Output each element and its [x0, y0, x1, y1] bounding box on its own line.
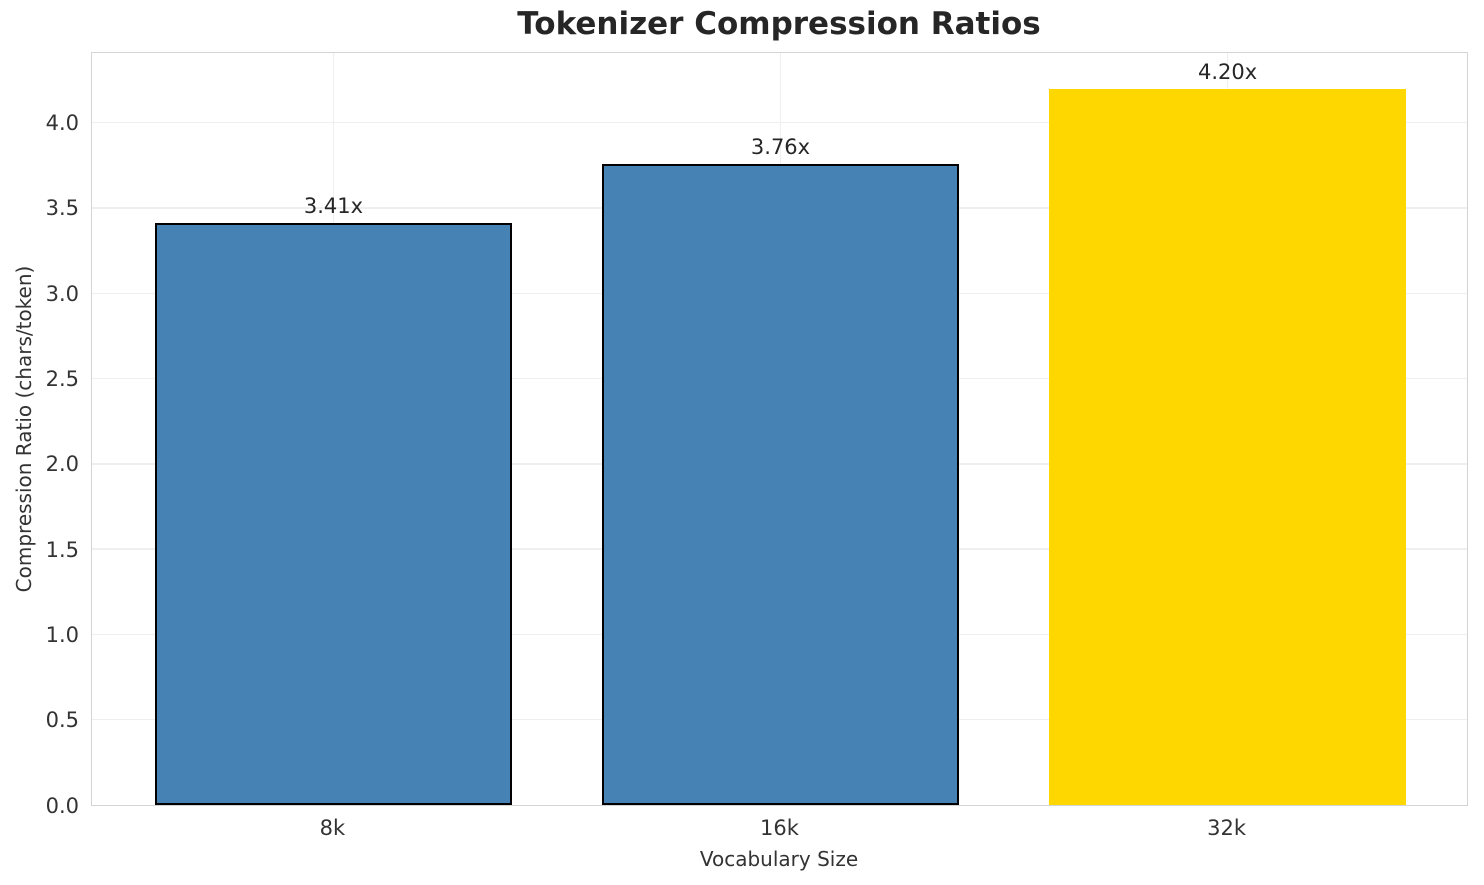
bar-8k	[154, 223, 513, 805]
y-tick-label: 0.0	[45, 793, 79, 818]
y-tick-label: 2.5	[45, 367, 79, 392]
bar-value-label: 3.41x	[303, 194, 364, 219]
x-tick-label: 16k	[760, 816, 799, 840]
y-tick-label: 1.5	[45, 537, 79, 562]
gridline-horizontal	[92, 121, 1467, 124]
plot-area: 3.41x 3.76x 4.20x	[91, 52, 1468, 806]
y-tick-label: 4.0	[45, 111, 79, 136]
x-axis-label: Vocabulary Size	[699, 847, 859, 871]
bar-value-label: 3.76x	[750, 134, 811, 159]
y-tick-label: 1.0	[45, 622, 79, 647]
bar-16k	[601, 163, 960, 805]
y-axis-label: Compression Ratio (chars/token)	[12, 265, 36, 593]
x-tick-label: 32k	[1207, 816, 1247, 840]
bar-32k	[1048, 88, 1407, 805]
y-tick-label: 3.5	[45, 196, 79, 221]
x-tick-label: 8k	[319, 816, 346, 840]
chart-title: Tokenizer Compression Ratios	[517, 6, 1041, 42]
y-tick-label: 3.0	[45, 281, 79, 306]
y-tick-label: 2.0	[45, 452, 79, 477]
y-tick-label: 0.5	[45, 708, 79, 733]
bar-value-label: 4.20x	[1197, 59, 1258, 84]
